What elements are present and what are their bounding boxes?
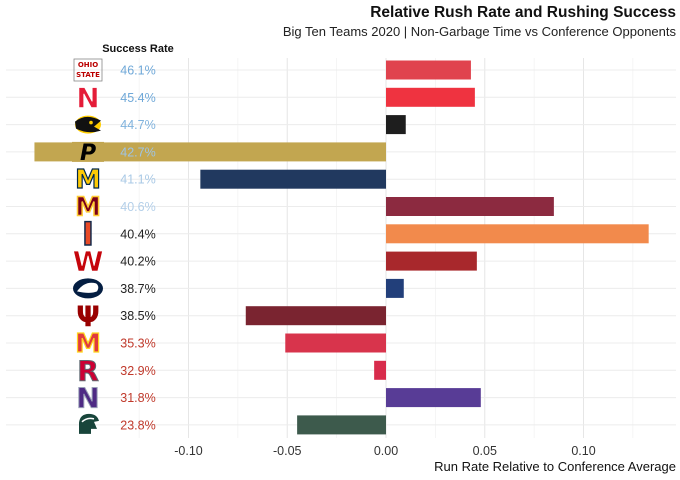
- success-rate-values: 46.1% 45.4% 44.7% 42.7% 41.1% 40.6% 40.4% 40.2%…: [120, 64, 155, 433]
- bar-purdue: [34, 142, 386, 162]
- bar-indiana: [245, 306, 386, 326]
- maryland-logo: M: [74, 328, 101, 359]
- lion-head: [77, 282, 99, 293]
- bar-ohio-state: [386, 60, 471, 80]
- chart-subtitle: Big Ten Teams 2020 | Non-Garbage Time vs…: [283, 24, 677, 39]
- x-tick-labels: -0.10 -0.05 0.00 0.05 0.10: [174, 444, 595, 458]
- x-tick-label: 0.05: [473, 444, 497, 458]
- success-rate-value: 42.7%: [120, 145, 155, 159]
- success-rate-value: 41.1%: [120, 173, 155, 187]
- success-rate-value: 46.1%: [120, 64, 155, 78]
- iowa-logo: [75, 115, 101, 134]
- bar-maryland: [285, 333, 386, 353]
- hawk-shape: [75, 116, 101, 133]
- logo-letter: N: [76, 81, 99, 114]
- x-tick-label: 0.10: [571, 444, 595, 458]
- success-rate-value: 44.7%: [120, 118, 155, 132]
- bar-nebraska: [386, 87, 475, 107]
- success-rate-value: 23.8%: [120, 418, 155, 432]
- success-rate-value: 35.3%: [120, 337, 155, 351]
- logo-wordmark: OHIO: [78, 61, 98, 69]
- rutgers-logo: R: [77, 354, 100, 388]
- michigan-state-logo: [79, 413, 99, 434]
- logo-frame: [73, 58, 103, 82]
- bar-minnesota: [386, 197, 554, 216]
- bars-group: [34, 60, 649, 435]
- x-axis-label: Run Rate Relative to Conference Average: [434, 459, 676, 474]
- success-rate-value: 45.4%: [120, 91, 155, 105]
- success-rate-value: 40.4%: [120, 227, 155, 241]
- logo-letter: N: [76, 382, 99, 415]
- bar-iowa: [386, 115, 406, 135]
- logo-letter: W: [73, 245, 104, 278]
- success-rate-value: 40.6%: [120, 200, 155, 214]
- x-tick-label: -0.10: [174, 444, 203, 458]
- success-rate-value: 38.5%: [120, 309, 155, 323]
- illinois-logo: I: [81, 214, 94, 254]
- bar-penn-state: [386, 278, 404, 298]
- bar-wisconsin: [386, 251, 477, 271]
- northwestern-logo: N: [76, 381, 100, 415]
- hawk-eye: [89, 120, 93, 125]
- chart-title: Relative Rush Rate and Rushing Success: [370, 4, 676, 21]
- nebraska-logo: N: [76, 81, 100, 115]
- penn-state-logo: [73, 278, 103, 299]
- minnesota-logo: M: [74, 192, 101, 224]
- bar-michigan-state: [297, 415, 386, 435]
- logo-letter: M: [75, 193, 101, 223]
- success-rate-value: 40.2%: [120, 255, 155, 269]
- x-tick-label: 0.00: [374, 444, 398, 458]
- bar-michigan: [200, 169, 386, 189]
- bar-rutgers: [374, 360, 386, 380]
- bar-illinois: [386, 224, 649, 244]
- bar-northwestern: [386, 388, 481, 408]
- logo-bg: [72, 141, 104, 162]
- success-rate-value: 31.8%: [120, 391, 155, 405]
- ohio-state-logo: OHIO STATE: [73, 58, 103, 82]
- spartan-helmet: [79, 413, 99, 434]
- wisconsin-logo: W: [72, 245, 104, 279]
- logo-wordmark: STATE: [76, 71, 100, 79]
- logo-letter: R: [77, 354, 99, 387]
- success-rate-value: 38.7%: [120, 282, 155, 296]
- logo-letter: M: [75, 329, 101, 359]
- michigan-logo: M: [74, 165, 101, 196]
- x-tick-label: -0.05: [273, 444, 302, 458]
- logo-letter: P: [80, 141, 96, 166]
- helmet-crest: [81, 417, 95, 423]
- logo-letter: I: [82, 215, 94, 253]
- logo-letter: Ψ: [76, 301, 100, 334]
- grid-lines: [6, 58, 676, 438]
- success-rate-value: 32.9%: [120, 364, 155, 378]
- indiana-logo: Ψ: [76, 301, 100, 334]
- success-rate-header: Success Rate: [102, 43, 174, 55]
- logo-letter: M: [75, 165, 101, 195]
- purdue-logo: P: [72, 141, 104, 166]
